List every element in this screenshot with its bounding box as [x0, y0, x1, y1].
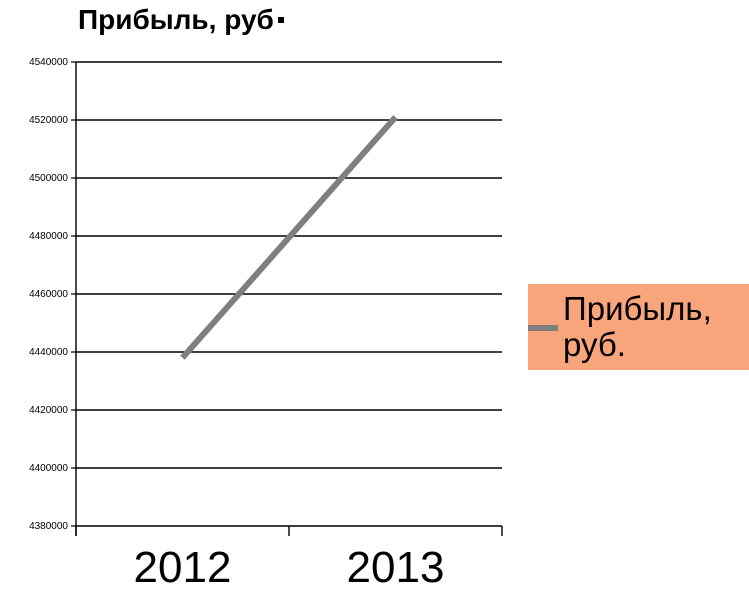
x-tick-label: 2012: [134, 543, 232, 589]
y-tick-label: 4380000: [29, 521, 68, 532]
gridlines: [76, 61, 502, 527]
y-tick-label: 4540000: [29, 57, 68, 68]
legend-swatch: [528, 325, 558, 331]
y-tick-label: 4480000: [29, 231, 68, 242]
y-tick-label: 4440000: [29, 347, 68, 358]
axes: [71, 61, 503, 536]
y-tick-label: 4420000: [29, 405, 68, 416]
y-tick-label: 4460000: [29, 289, 68, 300]
chart-title: Прибыль, руб: [78, 4, 284, 36]
series-line: [180, 115, 398, 360]
y-tick-label: 4500000: [29, 173, 68, 184]
chart-title-text: Прибыль, руб: [78, 4, 274, 35]
series-lines: [180, 115, 398, 360]
title-marker: [277, 16, 284, 23]
x-tick-labels: 2012 2013: [134, 543, 445, 589]
x-tick-label: 2013: [347, 543, 445, 589]
legend-label: Прибыль, руб.: [563, 290, 712, 363]
y-tick-label: 4520000: [29, 115, 68, 126]
y-tick-label: 4400000: [29, 463, 68, 474]
y-tick-labels: 4380000 4400000 4420000 4440000 4460000 44800…: [29, 57, 68, 532]
legend: Прибыль, руб.: [528, 284, 749, 370]
